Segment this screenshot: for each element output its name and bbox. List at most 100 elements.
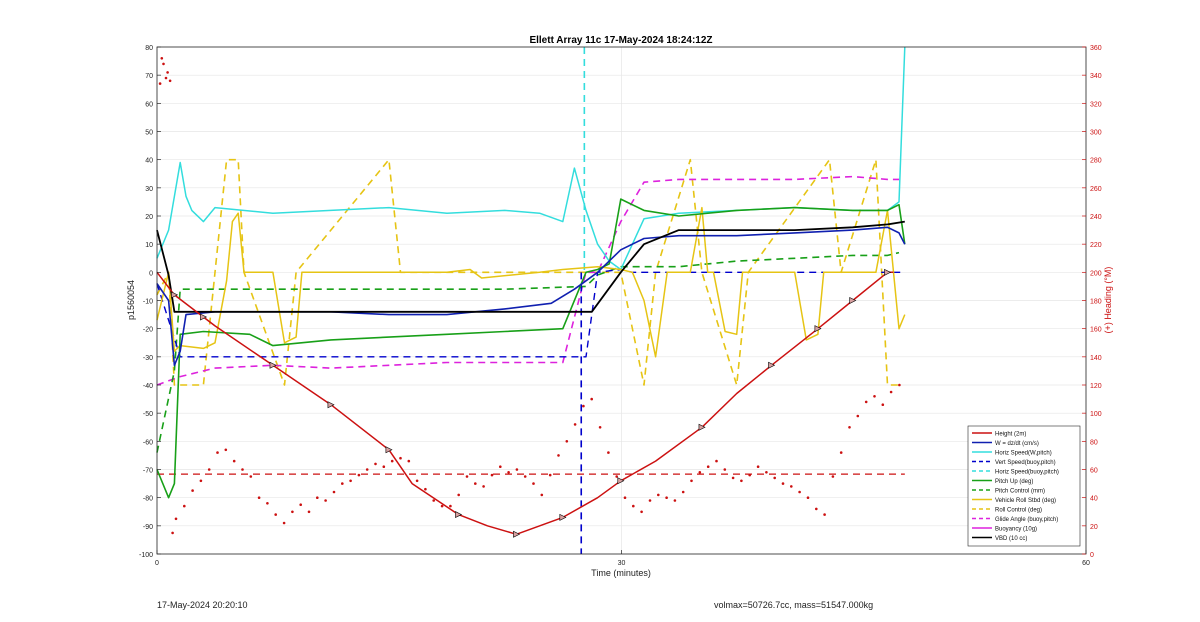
heading-point xyxy=(357,473,361,477)
heading-point xyxy=(332,490,336,494)
y-tick-label: -90 xyxy=(143,524,153,531)
heading-point xyxy=(632,504,635,508)
heading-point xyxy=(299,503,303,507)
heading-point xyxy=(839,451,843,454)
y2-tick-label: 300 xyxy=(1090,130,1102,137)
heading-point xyxy=(282,521,286,525)
height-marker xyxy=(884,268,892,276)
heading-point xyxy=(183,504,186,508)
heading-point xyxy=(607,451,610,454)
legend-entry: Buoyancy (10g) xyxy=(995,527,1037,533)
heading-point xyxy=(191,489,194,492)
heading-point xyxy=(390,459,394,463)
heading-point xyxy=(848,426,851,429)
heading-point xyxy=(432,499,436,502)
y-tick-label: -40 xyxy=(143,383,153,390)
legend-entry: Horiz Speed(W,pitch) xyxy=(995,451,1052,457)
heading-point xyxy=(415,479,419,483)
heading-point xyxy=(715,459,718,463)
y2-tick-label: 280 xyxy=(1090,158,1102,165)
legend-entry: Glide Angle (buoy,pitch) xyxy=(995,517,1058,523)
heading-point xyxy=(162,62,165,66)
heading-point xyxy=(698,471,702,474)
height-marker xyxy=(814,325,822,333)
heading-point xyxy=(174,517,178,521)
ticks: 80706050403020100-10-20-30-40-50-60-70-8… xyxy=(139,45,1102,567)
heading-point xyxy=(657,493,660,497)
legend-entry: Pitch Control (mm) xyxy=(995,489,1045,495)
heading-point xyxy=(207,468,211,471)
heading-point xyxy=(316,496,319,500)
legend-entry: VBD (10 cc) xyxy=(995,536,1027,542)
heading-point xyxy=(249,475,253,478)
heading-point xyxy=(164,76,168,80)
heading-point xyxy=(765,471,768,474)
heading-point xyxy=(507,471,510,474)
heading-point xyxy=(673,499,677,502)
x-tick-label: 0 xyxy=(155,560,159,567)
heading-point xyxy=(648,499,652,502)
heading-point xyxy=(266,502,269,505)
heading-point xyxy=(723,468,727,471)
heading-point xyxy=(158,82,162,85)
y2-tick-label: 40 xyxy=(1090,496,1098,503)
heading-point xyxy=(623,496,627,500)
height-marker xyxy=(768,361,776,369)
legend-entry: Height (2m) xyxy=(995,432,1026,438)
heading-point xyxy=(291,510,294,514)
y-axis-label: p1560054 xyxy=(126,280,136,320)
y-tick-label: 0 xyxy=(149,270,153,277)
y-tick-label: -80 xyxy=(143,496,153,503)
y-tick-label: 60 xyxy=(145,101,153,108)
series-pitch-control xyxy=(156,251,900,453)
legend-entry: Roll Control (deg) xyxy=(995,508,1042,514)
series-vert-speed xyxy=(156,268,905,358)
heading-point xyxy=(407,459,411,463)
legend: Height (2m) W = dz/dt (cm/s) Horiz Speed(W… xyxy=(967,425,1081,547)
y-tick-label: 30 xyxy=(145,186,153,193)
y-tick-label: 80 xyxy=(145,45,153,52)
height-marker xyxy=(327,401,335,409)
y-tick-label: -30 xyxy=(143,355,153,362)
heading-point xyxy=(199,479,203,483)
y2-tick-label: 140 xyxy=(1090,355,1102,362)
heading-point xyxy=(573,423,577,426)
heading-point xyxy=(216,451,219,454)
heading-point xyxy=(598,426,602,429)
y-tick-label: -60 xyxy=(143,439,153,446)
y-tick-label: 20 xyxy=(145,214,153,221)
heading-point xyxy=(160,57,164,60)
heading-point xyxy=(365,468,369,471)
y2-tick-label: 220 xyxy=(1090,242,1102,249)
legend-entry: Vert Speed(buoy,pitch) xyxy=(995,460,1056,466)
heading-point xyxy=(499,465,502,469)
heading-point xyxy=(706,465,710,469)
heading-point xyxy=(590,397,593,401)
y2-axis-label: (+) Heading (°M) xyxy=(1103,267,1113,334)
y2-tick-label: 120 xyxy=(1090,383,1102,390)
footer-timestamp: 17-May-2024 20:20:10 xyxy=(157,600,248,610)
heading-point xyxy=(307,510,311,514)
y2-tick-label: 360 xyxy=(1090,45,1102,52)
heading-point xyxy=(166,71,169,74)
heading-point xyxy=(474,482,477,485)
heading-point xyxy=(740,479,743,483)
y2-tick-label: 240 xyxy=(1090,214,1102,221)
y2-tick-label: 340 xyxy=(1090,73,1102,80)
heading-point xyxy=(781,482,785,485)
heading-point xyxy=(424,487,427,491)
heading-point xyxy=(889,390,893,394)
heading-point xyxy=(864,400,868,404)
height-marker xyxy=(171,291,179,299)
series-vehicle-roll xyxy=(156,206,906,358)
heading-point xyxy=(382,465,386,469)
grid xyxy=(156,46,1087,555)
heading-point xyxy=(241,468,244,471)
heading-point xyxy=(490,473,494,477)
y-tick-label: 70 xyxy=(145,73,153,80)
heading-point xyxy=(449,504,452,508)
heading-point xyxy=(457,493,461,497)
height-marker xyxy=(559,513,567,521)
heading-point xyxy=(615,475,618,478)
